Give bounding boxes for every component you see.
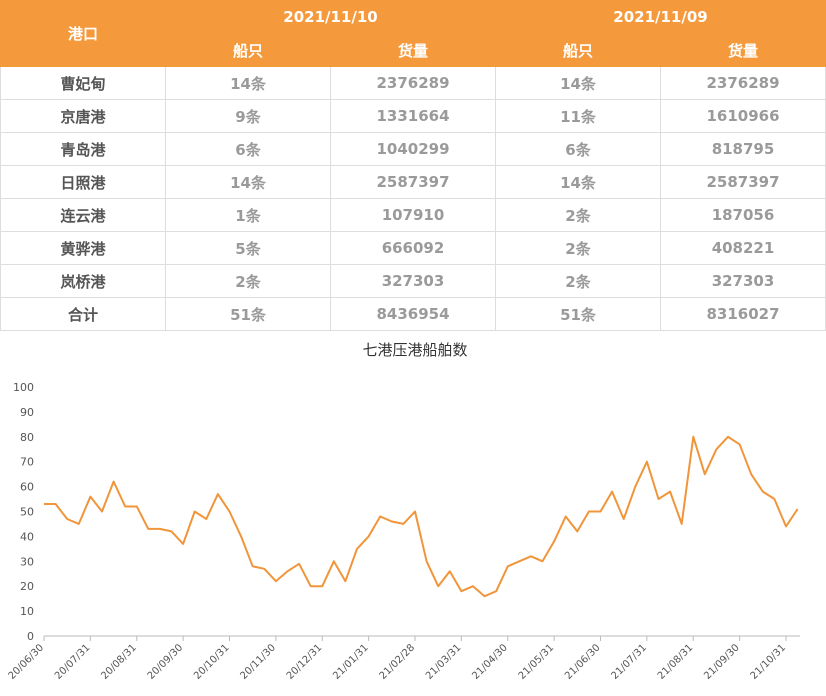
port-name: 合计 (0, 297, 166, 331)
port-name: 曹妃甸 (0, 66, 166, 100)
table-cell: 14条 (165, 165, 331, 199)
port-name: 黄骅港 (0, 231, 166, 265)
table-cell: 8436954 (330, 297, 496, 331)
port-header: 港口 (0, 0, 166, 67)
table-cell: 327303 (660, 264, 826, 298)
port-table: 港口 2021/11/10 2021/11/09 船只 货量 船只 货量 曹妃甸 14条 2376… (0, 0, 826, 331)
port-name: 日照港 (0, 165, 166, 199)
chart-title: 七港压港船舶数 (362, 341, 467, 359)
table-cell: 9条 (165, 99, 331, 133)
table-cell: 14条 (165, 66, 331, 100)
table-row: 船只 货量 船只 货量 (1, 33, 826, 67)
y-tick-label: 20 (20, 580, 34, 593)
table-cell: 408221 (660, 231, 826, 265)
table-cell: 11条 (495, 99, 661, 133)
table-row: 日照港 14条 2587397 14条 2587397 (0, 165, 826, 199)
column-header: 船只 (165, 33, 331, 67)
table-cell: 1331664 (330, 99, 496, 133)
column-header: 货量 (660, 33, 826, 67)
table-row: 青岛港 6条 1040299 6条 818795 (0, 132, 826, 166)
table-cell: 6条 (165, 132, 331, 166)
x-tick-label: 21/08/31 (656, 642, 696, 682)
table-cell: 327303 (330, 264, 496, 298)
table-cell: 187056 (660, 198, 826, 232)
x-tick-label: 21/05/31 (517, 642, 557, 682)
column-header: 船只 (495, 33, 661, 67)
table-cell: 5条 (165, 231, 331, 265)
y-tick-label: 10 (20, 605, 34, 618)
table-cell: 1040299 (330, 132, 496, 166)
x-tick-label: 20/08/31 (99, 642, 139, 682)
x-tick-label: 20/06/30 (7, 642, 47, 682)
table-row: 曹妃甸 14条 2376289 14条 2376289 (0, 66, 826, 100)
line-series (44, 435, 799, 598)
date-header: 2021/11/09 (495, 0, 826, 34)
port-name: 青岛港 (0, 132, 166, 166)
table-row: 港口 2021/11/10 2021/11/09 (0, 0, 826, 67)
y-tick-label: 80 (20, 431, 34, 444)
table-cell: 51条 (495, 297, 661, 331)
x-tick-label: 20/11/30 (238, 642, 278, 682)
table-cell: 2376289 (330, 66, 496, 100)
y-tick-label: 60 (20, 481, 34, 494)
table-row: 黄骅港 5条 666092 2条 408221 (0, 231, 826, 265)
table-row: 京唐港 9条 1331664 11条 1610966 (0, 99, 826, 133)
x-tick-label: 21/04/30 (470, 642, 510, 682)
table-cell: 2587397 (660, 165, 826, 199)
table-cell: 6条 (495, 132, 661, 166)
table-cell: 2条 (495, 231, 661, 265)
x-tick-label: 21/10/31 (749, 642, 789, 682)
table-cell: 2条 (495, 198, 661, 232)
table-cell: 1610966 (660, 99, 826, 133)
date-header: 2021/11/10 (165, 0, 496, 34)
x-tick-label: 20/10/31 (192, 642, 232, 682)
x-tick-label: 20/07/31 (53, 642, 93, 682)
x-tick-label: 21/02/28 (378, 642, 418, 682)
table-cell: 14条 (495, 165, 661, 199)
table-cell: 818795 (660, 132, 826, 166)
x-tick-label: 21/07/31 (609, 642, 649, 682)
table-cell: 2376289 (660, 66, 826, 100)
port-name: 京唐港 (0, 99, 166, 133)
table-cell: 666092 (330, 231, 496, 265)
x-tick-label: 21/06/30 (563, 642, 603, 682)
x-tick-label: 21/03/31 (424, 642, 464, 682)
port-name: 连云港 (0, 198, 166, 232)
y-tick-label: 30 (20, 555, 34, 568)
table-cell: 2条 (495, 264, 661, 298)
table-cell: 14条 (495, 66, 661, 100)
x-tick-label: 20/09/30 (146, 642, 186, 682)
x-tick-label: 20/12/31 (285, 642, 325, 682)
table-cell: 2587397 (330, 165, 496, 199)
port-name: 岚桥港 (0, 264, 166, 298)
column-header: 货量 (330, 33, 496, 67)
table-row: 合计 51条 8436954 51条 8316027 (0, 297, 826, 331)
table-row: 连云港 1条 107910 2条 187056 (0, 198, 826, 232)
y-tick-label: 70 (20, 456, 34, 469)
table-cell: 1条 (165, 198, 331, 232)
x-tick-label: 21/01/31 (331, 642, 371, 682)
table-cell: 8316027 (660, 297, 826, 331)
table-cell: 51条 (165, 297, 331, 331)
x-tick-label: 21/09/30 (702, 642, 742, 682)
table-row: 岚桥港 2条 327303 2条 327303 (0, 264, 826, 298)
y-tick-label: 50 (20, 506, 34, 519)
y-tick-label: 90 (20, 406, 34, 419)
table-cell: 107910 (330, 198, 496, 232)
y-tick-label: 0 (27, 630, 34, 643)
table-cell: 2条 (165, 264, 331, 298)
y-tick-label: 40 (20, 530, 34, 543)
y-tick-label: 100 (13, 381, 34, 394)
